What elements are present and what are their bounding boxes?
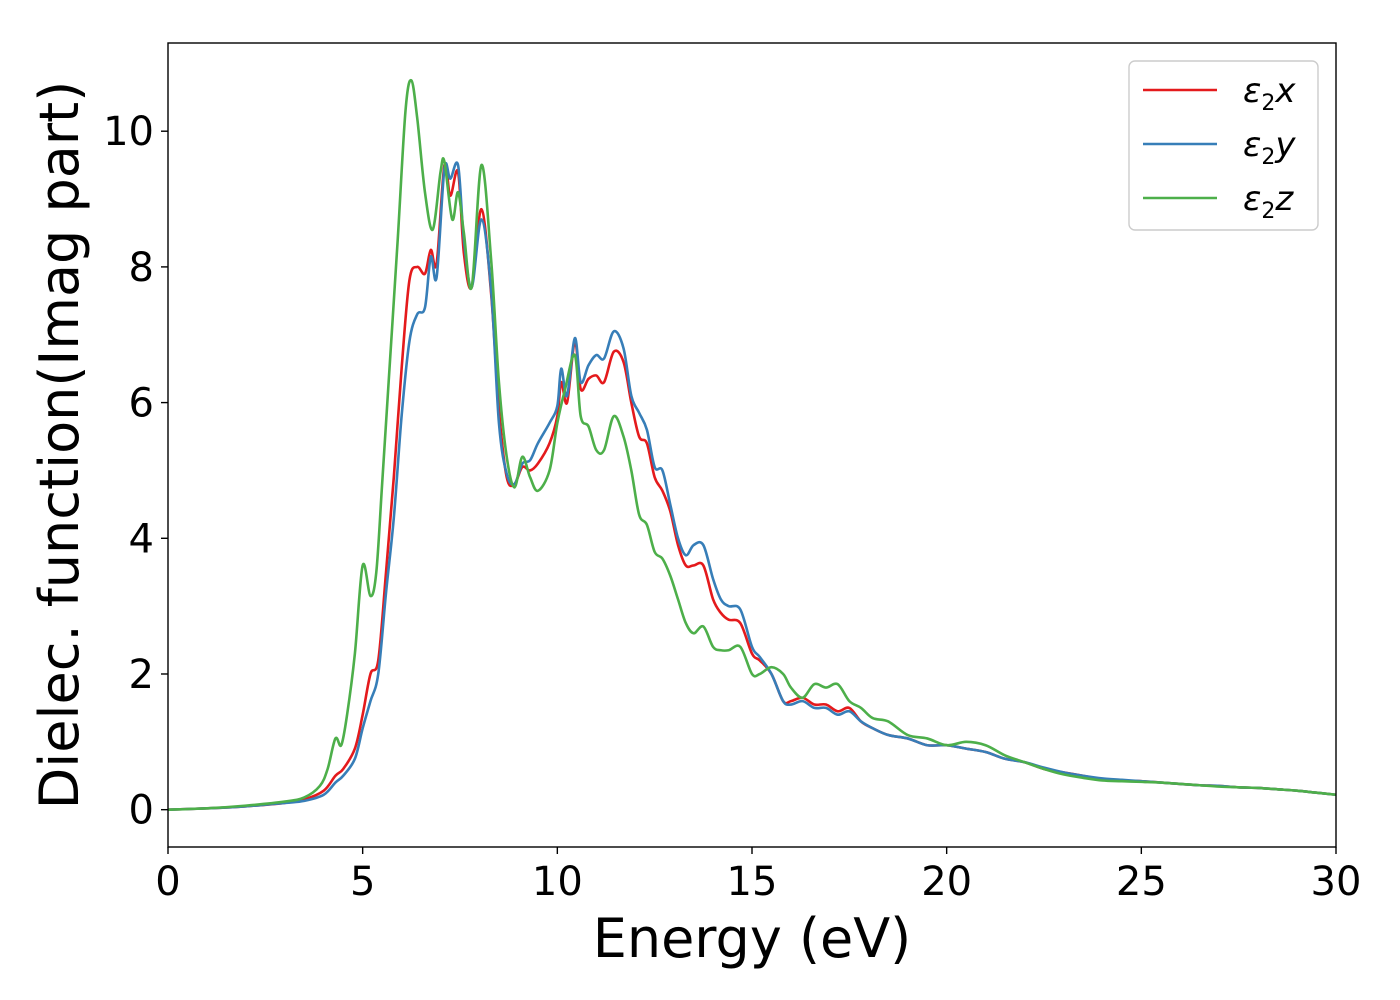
x-tick-label: 5 xyxy=(350,859,375,905)
series-line-z xyxy=(168,78,1336,811)
x-tick-label: 30 xyxy=(1311,859,1362,905)
legend: ε2x ε2y ε2z xyxy=(1128,60,1319,231)
x-axis: 0 5 10 15 20 25 30 xyxy=(155,847,1361,905)
x-axis-label: Energy (eV) xyxy=(593,907,912,970)
legend-label-x: ε2x xyxy=(1243,71,1296,116)
x-tick-label: 15 xyxy=(727,859,778,905)
legend-label-z: ε2z xyxy=(1243,179,1294,224)
y-tick-label: 8 xyxy=(129,245,154,291)
x-tick-label: 25 xyxy=(1116,859,1167,905)
y-axis: 0 2 4 6 8 10 xyxy=(103,109,168,834)
legend-box xyxy=(1128,60,1319,231)
x-tick-label: 0 xyxy=(155,859,180,905)
y-tick-label: 4 xyxy=(129,516,154,562)
x-tick-label: 20 xyxy=(921,859,972,905)
y-tick-label: 2 xyxy=(129,652,154,698)
y-tick-label: 0 xyxy=(129,788,154,834)
series-layer xyxy=(168,78,1336,811)
y-tick-label: 6 xyxy=(129,381,154,427)
legend-label-y: ε2y xyxy=(1243,125,1296,170)
x-tick-label: 10 xyxy=(532,859,583,905)
y-axis-label: Dielec. function(Imag part) xyxy=(28,81,91,810)
y-tick-label: 10 xyxy=(103,109,154,155)
